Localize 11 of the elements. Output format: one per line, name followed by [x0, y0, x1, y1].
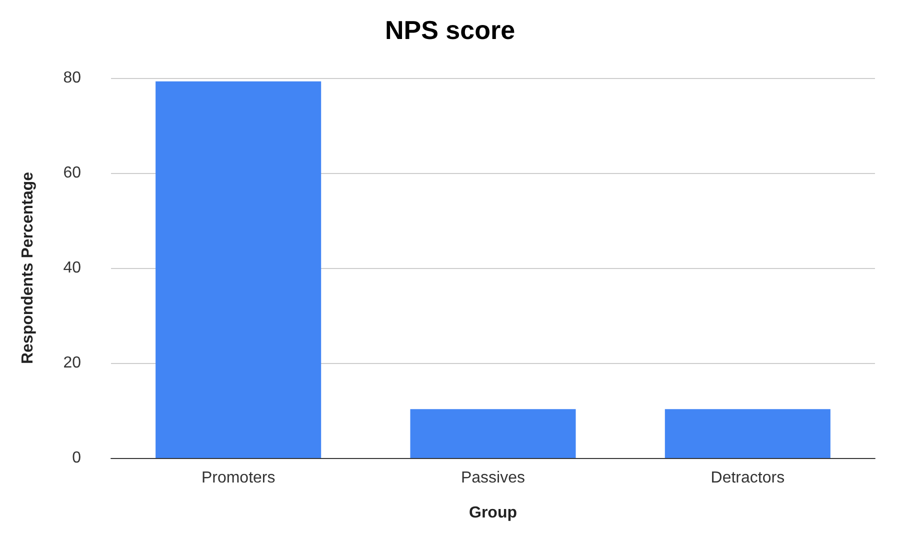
x-tick-label: Detractors	[710, 470, 785, 486]
x-tick-label: Passives	[460, 470, 526, 486]
y-tick-label: 20	[63, 354, 82, 372]
y-tick-label: 60	[63, 164, 82, 182]
y-axis-title: Respondents Percentage	[20, 172, 36, 364]
y-tick-label: 0	[72, 450, 82, 466]
chart-title: NPS score	[384, 15, 516, 45]
x-tick-label: Promoters	[201, 470, 276, 486]
y-tick-label: 40	[63, 260, 82, 276]
y-tick-label: 80	[63, 70, 82, 86]
x-axis-title: Group	[469, 504, 518, 522]
